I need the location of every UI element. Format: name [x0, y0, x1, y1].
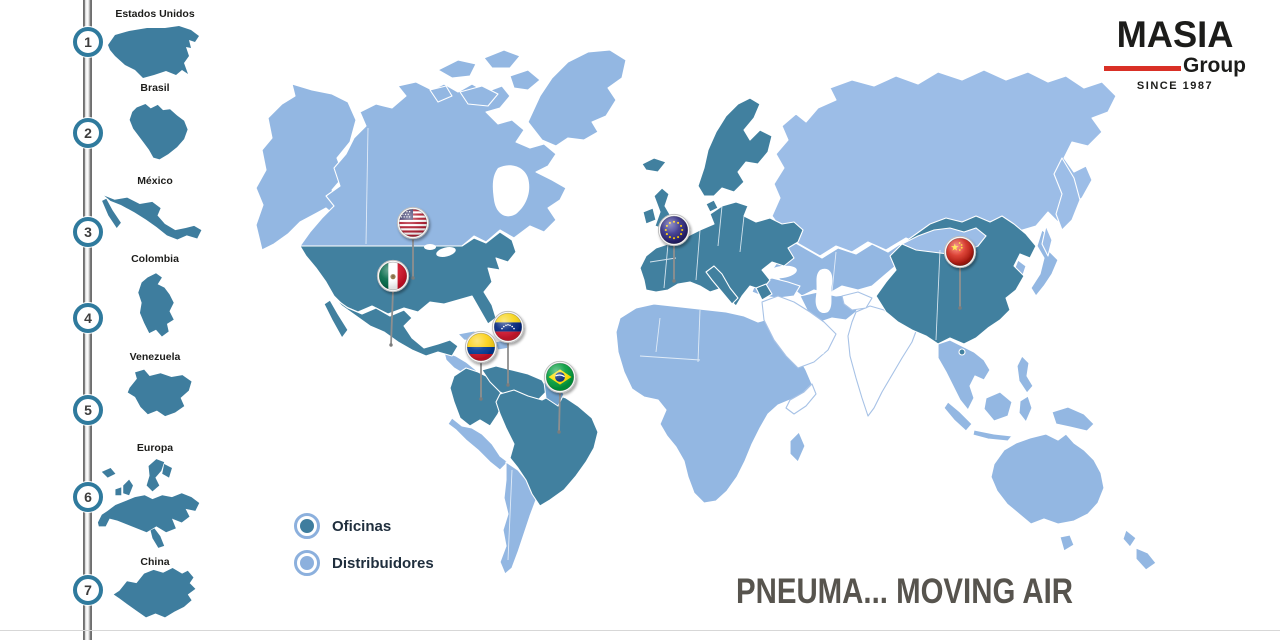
sidebar-label-venezuela: Venezuela — [129, 351, 181, 363]
usa-silhouette-icon — [108, 26, 199, 78]
legend-label-distribuidores: Distribuidores — [332, 554, 434, 572]
sidebar-label-brasil: Brasil — [140, 82, 170, 94]
sidebar-label-estados-unidos: Estados Unidos — [115, 8, 195, 20]
rail-number-3-label: 3 — [84, 224, 92, 240]
rail-number-5-label: 5 — [84, 402, 92, 418]
distributor-dot-icon — [300, 556, 314, 570]
rail-number-3: 3 — [73, 217, 103, 247]
logo-brand-text: MASIA — [1116, 14, 1234, 55]
europe-silhouette-icon — [97, 459, 200, 548]
brazil-silhouette-icon — [129, 104, 188, 160]
rail-number-4-label: 4 — [84, 310, 92, 326]
mexico-flag-pin — [376, 259, 410, 347]
rail-number-5: 5 — [73, 395, 103, 425]
office-marker-icon — [294, 513, 320, 539]
legend-item-oficinas: Oficinas — [294, 513, 434, 539]
rail-number-6-label: 6 — [84, 489, 92, 505]
logo-red-bar — [1104, 66, 1181, 71]
distributor-marker-icon — [294, 550, 320, 576]
rail-number-4: 4 — [73, 303, 103, 333]
mexico-silhouette-icon — [102, 195, 202, 240]
legend: Oficinas Distribuidores — [294, 513, 434, 587]
sidebar-label-china: China — [140, 556, 170, 568]
bottom-divider — [0, 630, 1280, 631]
venezuela-flag-pin — [491, 310, 525, 387]
sidebar-label-colombia: Colombia — [131, 253, 179, 265]
usa-flag-pin — [396, 206, 430, 280]
venezuela-silhouette-icon — [127, 369, 192, 417]
rail-number-6: 6 — [73, 482, 103, 512]
rail-number-7: 7 — [73, 575, 103, 605]
tagline: PNEUMA... MOVING AIR — [736, 572, 1074, 611]
rail-number-1-label: 1 — [84, 34, 92, 50]
legend-label-oficinas: Oficinas — [332, 517, 392, 535]
rail-number-7-label: 7 — [84, 582, 92, 598]
colombia-silhouette-icon — [138, 273, 174, 337]
china-flag-pin — [943, 235, 977, 310]
sidebar-label-europa: Europa — [136, 442, 174, 454]
office-dot-icon — [300, 519, 314, 533]
logo-since-text: SINCE 1987 — [1136, 80, 1214, 92]
sidebar-label-mexico: México — [137, 175, 173, 187]
europe-flag-pin — [657, 213, 691, 283]
rail-number-2-label: 2 — [84, 125, 92, 141]
brazil-flag-pin — [543, 360, 577, 434]
masia-group-logo: MASIA Group SINCE 1987 — [1104, 16, 1246, 92]
colombia-flag-pin — [464, 330, 498, 401]
logo-group-row: Group — [1104, 55, 1246, 76]
legend-item-distribuidores: Distribuidores — [294, 550, 434, 576]
logo-sub-text: Group — [1183, 54, 1246, 77]
rail-number-1: 1 — [73, 27, 103, 57]
rail-number-2: 2 — [73, 118, 103, 148]
china-silhouette-icon — [113, 567, 196, 618]
